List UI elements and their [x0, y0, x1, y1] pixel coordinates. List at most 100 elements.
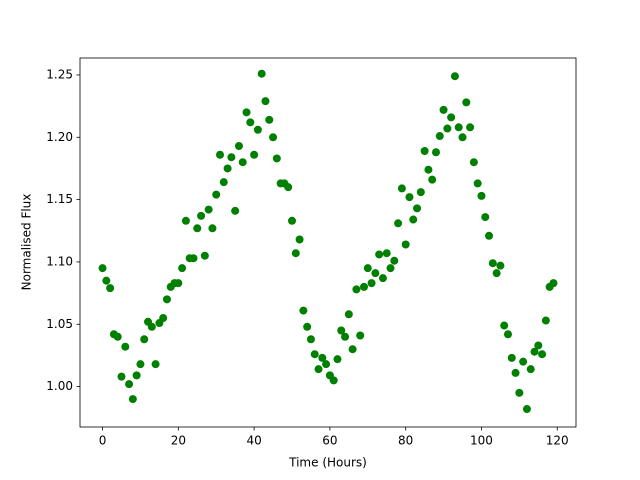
y-tick-label: 1.25 [46, 67, 73, 81]
x-tick-label: 120 [546, 434, 569, 448]
point [200, 251, 209, 260]
point [435, 132, 444, 141]
point [234, 142, 243, 151]
point [272, 154, 281, 163]
point [450, 72, 459, 81]
point [538, 350, 547, 359]
point [416, 188, 425, 197]
point [102, 276, 111, 285]
point [390, 256, 399, 265]
x-tick-label: 80 [398, 434, 413, 448]
point [265, 115, 274, 124]
point [526, 365, 535, 374]
point [333, 355, 342, 364]
point [189, 254, 198, 263]
point [367, 279, 376, 288]
point [212, 190, 221, 199]
point [106, 284, 115, 293]
point [216, 150, 225, 159]
point [269, 133, 278, 142]
point [204, 205, 213, 214]
point [329, 376, 338, 385]
point [128, 395, 137, 404]
point [469, 158, 478, 167]
x-axis-label: Time (Hours) [288, 456, 367, 470]
point [181, 216, 190, 225]
point [428, 175, 437, 184]
point [359, 282, 368, 291]
point [318, 353, 327, 362]
point [473, 179, 482, 188]
point [375, 250, 384, 259]
point [420, 146, 429, 155]
point [295, 235, 304, 244]
point [488, 259, 497, 268]
point [162, 295, 171, 304]
point [462, 98, 471, 107]
point [439, 105, 448, 114]
point [378, 274, 387, 283]
point [386, 264, 395, 273]
point [341, 332, 350, 341]
point [458, 133, 467, 142]
point [314, 365, 323, 374]
point [284, 183, 293, 192]
point [197, 211, 206, 220]
plot-frame [79, 57, 577, 428]
point [250, 150, 259, 159]
point [227, 153, 236, 162]
point [159, 314, 168, 323]
point [174, 279, 183, 288]
y-tick-label: 1.10 [46, 254, 73, 268]
point [405, 193, 414, 202]
point [140, 335, 149, 344]
point [382, 249, 391, 258]
point [306, 335, 315, 344]
point [481, 213, 490, 222]
point [549, 279, 558, 288]
y-tick-label: 1.00 [46, 379, 73, 393]
point [253, 125, 262, 134]
point [121, 342, 130, 351]
point [219, 178, 228, 187]
point [136, 360, 145, 369]
point [454, 123, 463, 132]
point [291, 249, 300, 258]
y-axis-label: Normalised Flux [20, 194, 34, 291]
point [397, 184, 406, 193]
y-tick-label: 1.05 [46, 317, 73, 331]
point [530, 347, 539, 356]
point [522, 405, 531, 414]
point [447, 113, 456, 122]
x-tick-label: 100 [470, 434, 493, 448]
point [132, 371, 141, 380]
point [413, 204, 422, 213]
point [363, 264, 372, 273]
x-tick-label: 0 [99, 434, 107, 448]
point [242, 108, 251, 117]
point [477, 191, 486, 200]
point [178, 264, 187, 273]
point [310, 350, 319, 359]
point [113, 332, 122, 341]
point [208, 224, 217, 233]
point [534, 341, 543, 350]
point [246, 118, 255, 127]
point [147, 322, 156, 331]
point [344, 310, 353, 319]
point [371, 269, 380, 278]
y-tick-label: 1.15 [46, 192, 73, 206]
x-tick-label: 60 [322, 434, 337, 448]
point [401, 240, 410, 249]
point [238, 158, 247, 167]
point [231, 206, 240, 215]
point [352, 285, 361, 294]
point [356, 331, 365, 340]
point [511, 368, 520, 377]
point [519, 357, 528, 366]
point [288, 216, 297, 225]
point [503, 330, 512, 339]
point [492, 269, 501, 278]
point [299, 306, 308, 315]
